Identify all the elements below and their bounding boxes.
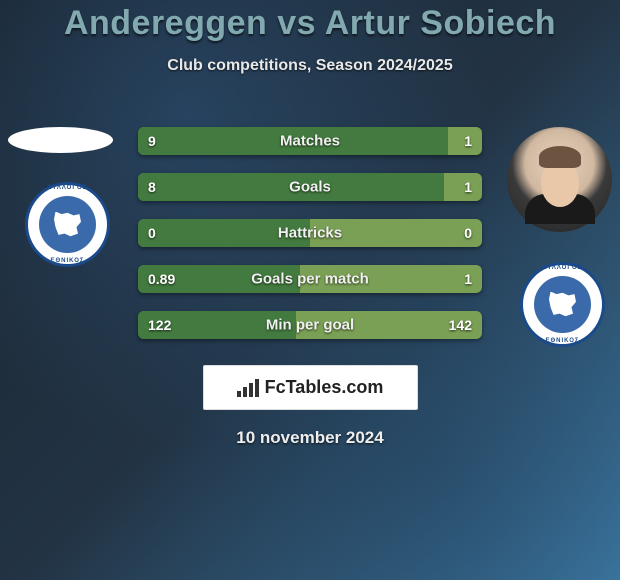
avatar-hair: [539, 146, 581, 168]
player-right-avatar: [507, 127, 612, 232]
club-badge-left: ΣΥΛΛΟΓΟΣ ΕΘΝΙΚΟΣ: [25, 182, 110, 267]
source-logo: FcTables.com: [203, 365, 418, 410]
content-wrap: Andereggen vs Artur Sobiech Club competi…: [0, 0, 620, 448]
stat-value-left: 0: [148, 225, 156, 241]
stat-label: Hattricks: [278, 225, 342, 242]
badge-text: ΣΥΛΛΟΓΟΣ: [543, 265, 582, 271]
stat-label: Min per goal: [266, 317, 354, 334]
stat-label: Matches: [280, 133, 340, 150]
stat-row: Goals 8 1: [138, 173, 482, 201]
stat-row: Min per goal 122 142: [138, 311, 482, 339]
stat-value-right: 142: [449, 317, 472, 333]
stat-value-left: 8: [148, 179, 156, 195]
stat-value-left: 9: [148, 133, 156, 149]
page-title: Andereggen vs Artur Sobiech: [0, 4, 620, 43]
stat-row: Hattricks 0 0: [138, 219, 482, 247]
stat-value-right: 1: [464, 271, 472, 287]
stat-value-right: 1: [464, 133, 472, 149]
badge-text: ΕΘΝΙΚΟΣ: [546, 338, 580, 344]
stat-value-left: 122: [148, 317, 171, 333]
bar-chart-icon: [237, 379, 259, 397]
comparison-area: ΣΥΛΛΟΓΟΣ ΕΘΝΙΚΟΣ ΣΥΛΛΟΓΟΣ ΕΘΝΙΚΟΣ Matche…: [0, 107, 620, 347]
badge-text: ΕΘΝΙΚΟΣ: [51, 258, 85, 264]
subtitle: Club competitions, Season 2024/2025: [0, 57, 620, 75]
stat-row: Matches 9 1: [138, 127, 482, 155]
stat-label: Goals per match: [251, 271, 369, 288]
date: 10 november 2024: [0, 428, 620, 448]
stat-value-right: 1: [464, 179, 472, 195]
stat-label: Goals: [289, 179, 331, 196]
stat-value-right: 0: [464, 225, 472, 241]
stat-value-left: 0.89: [148, 271, 175, 287]
club-badge-right: ΣΥΛΛΟΓΟΣ ΕΘΝΙΚΟΣ: [520, 262, 605, 347]
stat-row: Goals per match 0.89 1: [138, 265, 482, 293]
badge-text: ΣΥΛΛΟΓΟΣ: [48, 185, 87, 191]
player-left-avatar: [8, 127, 113, 153]
source-logo-text: FcTables.com: [265, 377, 384, 398]
stat-bars: Matches 9 1 Goals 8 1 Hattricks 0 0 Goals per mat…: [138, 127, 482, 357]
